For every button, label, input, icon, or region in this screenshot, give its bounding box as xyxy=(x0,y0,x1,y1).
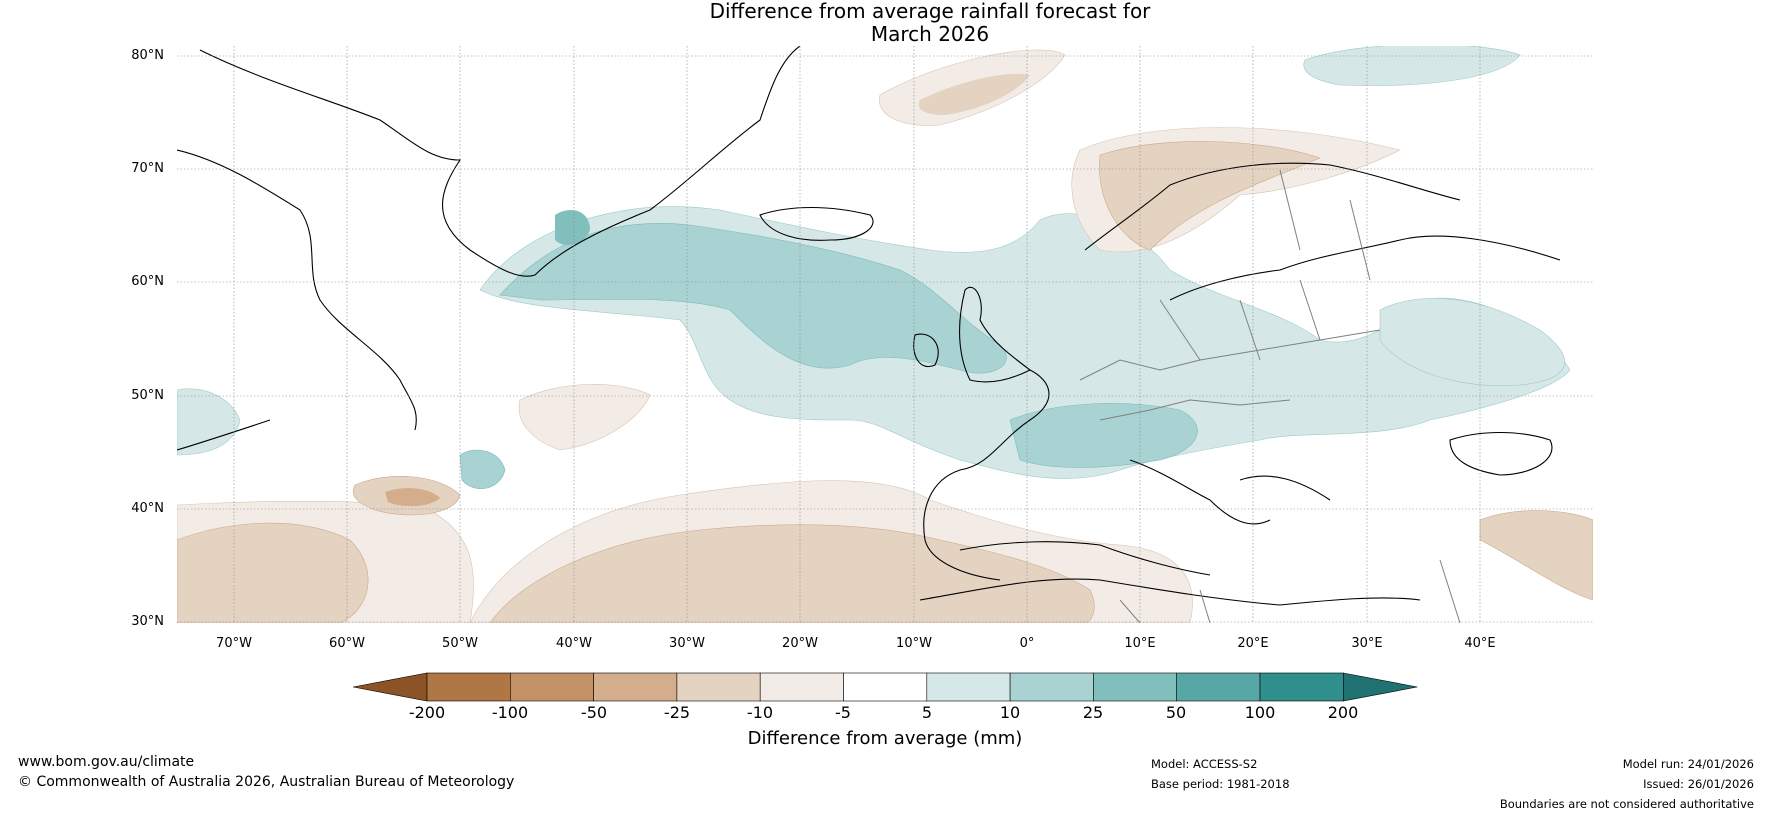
lon-label-50w: 50°W xyxy=(442,636,478,651)
coast-greenland xyxy=(199,46,801,277)
footer-disclaimer: Boundaries are not considered authoritat… xyxy=(1499,797,1754,811)
colorbar-segment xyxy=(426,672,511,702)
lat-label-80n: 80°N xyxy=(131,48,164,63)
lon-label-0: 0° xyxy=(1019,636,1035,651)
lon-label-40w: 40°W xyxy=(556,636,592,651)
colorbar-tick-50: 50 xyxy=(1165,703,1187,722)
colorbar-segment xyxy=(759,672,844,702)
dry-region-band-inner xyxy=(489,524,1095,623)
dry-region-west-inner xyxy=(177,522,369,623)
lon-label-10e: 10°E xyxy=(1124,636,1156,651)
colorbar xyxy=(353,672,1418,702)
wet-region-small-1 xyxy=(459,449,506,489)
lon-label-30w: 30°W xyxy=(669,636,705,651)
wet-region-west-atlantic xyxy=(177,388,241,456)
lon-label-40e: 40°E xyxy=(1464,636,1496,651)
colorbar-tick-100: 100 xyxy=(1244,703,1276,722)
coastlines xyxy=(177,46,1561,606)
colorbar-tick-5: 5 xyxy=(921,703,933,722)
colorbar-tick-m50: -50 xyxy=(580,703,608,722)
coast-mediterranean xyxy=(959,459,1331,576)
colorbar-segment xyxy=(593,672,678,702)
colorbar-tick-200: 200 xyxy=(1327,703,1359,722)
colorbar-segment xyxy=(926,672,1011,702)
footer-copyright: © Commonwealth of Australia 2026, Austra… xyxy=(18,774,515,790)
colorbar-segment xyxy=(510,672,594,702)
colorbar-extend-low xyxy=(353,672,428,702)
colorbar-segment xyxy=(1259,672,1344,702)
coast-canada-east xyxy=(177,149,417,451)
coast-iceland xyxy=(759,207,874,241)
lat-label-40n: 40°N xyxy=(131,501,164,516)
lon-label-70w: 70°W xyxy=(216,636,252,651)
colorbar-tick-m200: -200 xyxy=(408,703,446,722)
coast-africa-north xyxy=(919,578,1421,606)
colorbar-tick-m25: -25 xyxy=(663,703,691,722)
coast-black-sea xyxy=(1449,432,1553,476)
lon-label-20w: 20°W xyxy=(782,636,818,651)
lon-label-10w: 10°W xyxy=(896,636,932,651)
title-line-2: March 2026 xyxy=(870,22,990,46)
lon-label-30e: 30°E xyxy=(1351,636,1383,651)
lat-label-30n: 30°N xyxy=(131,614,164,629)
wet-region-strong xyxy=(555,210,590,246)
footer-issued: Issued: 26/01/2026 xyxy=(1643,777,1754,791)
lon-label-60w: 60°W xyxy=(329,636,365,651)
footer-model-run: Model run: 24/01/2026 xyxy=(1622,757,1754,771)
wet-region-mediterranean xyxy=(1009,403,1198,468)
colorbar-segment xyxy=(1093,672,1178,702)
title-line-1: Difference from average rainfall forecas… xyxy=(709,0,1151,23)
footer-base-period: Base period: 1981-2018 xyxy=(1151,777,1290,791)
colorbar-tick-25: 25 xyxy=(1082,703,1104,722)
wet-region-europe-east xyxy=(1379,298,1565,387)
colorbar-segment xyxy=(1009,672,1094,702)
coast-europe-west xyxy=(923,369,1050,581)
lat-label-70n: 70°N xyxy=(131,161,164,176)
footer-model: Model: ACCESS-S2 xyxy=(1151,757,1258,771)
colorbar-tick-m5: -5 xyxy=(835,703,851,722)
wet-region-core xyxy=(499,223,1007,374)
colorbar-tick-10: 10 xyxy=(999,703,1021,722)
rainfall-map xyxy=(177,46,1593,623)
coast-uk xyxy=(913,287,1032,383)
lat-label-50n: 50°N xyxy=(131,388,164,403)
country-borders xyxy=(1079,169,1461,623)
anomaly-fields xyxy=(177,46,1593,623)
coast-scandinavia xyxy=(1084,162,1561,301)
colorbar-extend-high xyxy=(1342,672,1418,702)
colorbar-tick-m100: -100 xyxy=(491,703,529,722)
dry-region-svalbard-core xyxy=(918,73,1030,115)
colorbar-segment xyxy=(1176,672,1261,702)
lon-label-20e: 20°E xyxy=(1237,636,1269,651)
footer-website[interactable]: www.bom.gov.au/climate xyxy=(18,754,195,770)
dry-region-east-med xyxy=(1479,510,1593,601)
dry-region-newfoundland-core xyxy=(385,488,440,507)
gridlines xyxy=(177,46,1593,623)
colorbar-segment xyxy=(676,672,761,702)
chart-title: Difference from average rainfall forecas… xyxy=(630,0,1230,46)
colorbar-segment xyxy=(843,672,928,702)
dry-region-mid-atlantic xyxy=(518,384,651,451)
colorbar-label: Difference from average (mm) xyxy=(747,728,1023,749)
colorbar-tick-m10: -10 xyxy=(746,703,774,722)
lat-label-60n: 60°N xyxy=(131,274,164,289)
